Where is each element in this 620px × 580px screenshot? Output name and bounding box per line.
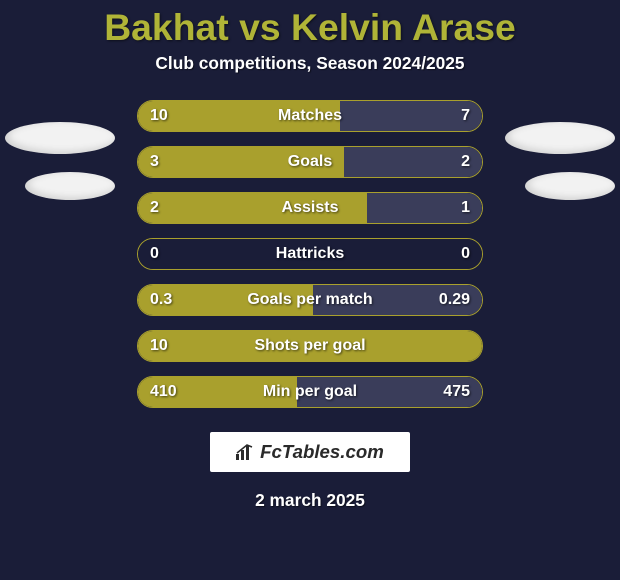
stat-row: 410 475 Min per goal xyxy=(137,376,483,408)
branding-badge: FcTables.com xyxy=(210,432,410,472)
player2-name: Kelvin Arase xyxy=(291,6,516,48)
stat-row: 10 7 Matches xyxy=(137,100,483,132)
stat-label: Matches xyxy=(278,107,342,125)
stat-value-left: 410 xyxy=(150,383,177,401)
stat-value-left: 2 xyxy=(150,199,159,217)
stat-value-left: 10 xyxy=(150,337,168,355)
stat-label: Goals per match xyxy=(247,291,372,309)
player-placeholder xyxy=(25,172,115,200)
player-placeholder xyxy=(525,172,615,200)
page-title: Bakhat vs Kelvin Arase xyxy=(0,0,620,49)
chart-icon xyxy=(236,444,254,460)
date-text: 2 march 2025 xyxy=(0,490,620,511)
stat-label: Hattricks xyxy=(276,245,344,263)
stat-value-right: 2 xyxy=(461,153,470,171)
subtitle: Club competitions, Season 2024/2025 xyxy=(0,53,620,74)
stat-value-left: 0 xyxy=(150,245,159,263)
stat-label: Assists xyxy=(282,199,339,217)
branding-text: FcTables.com xyxy=(260,441,384,463)
stat-value-left: 0.3 xyxy=(150,291,172,309)
stat-row: 0 0 Hattricks xyxy=(137,238,483,270)
stat-value-right: 0.29 xyxy=(439,291,470,309)
player-placeholder xyxy=(5,122,115,154)
stat-label: Min per goal xyxy=(263,383,357,401)
vs-text: vs xyxy=(239,6,281,48)
stat-value-left: 10 xyxy=(150,107,168,125)
stat-row: 10 Shots per goal xyxy=(137,330,483,362)
stat-value-right: 475 xyxy=(443,383,470,401)
stat-value-right: 7 xyxy=(461,107,470,125)
stat-row: 2 1 Assists xyxy=(137,192,483,224)
stat-label: Goals xyxy=(288,153,332,171)
stat-value-left: 3 xyxy=(150,153,159,171)
stat-row: 0.3 0.29 Goals per match xyxy=(137,284,483,316)
player1-name: Bakhat xyxy=(104,6,228,48)
stat-value-right: 1 xyxy=(461,199,470,217)
stat-label: Shots per goal xyxy=(254,337,365,355)
stat-value-right: 0 xyxy=(461,245,470,263)
stat-row: 3 2 Goals xyxy=(137,146,483,178)
player-placeholder xyxy=(505,122,615,154)
